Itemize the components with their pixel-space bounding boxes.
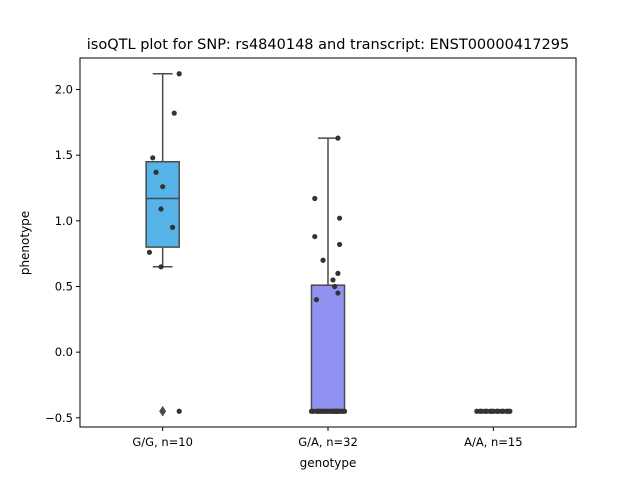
x-tick-label: G/G, n=10 bbox=[132, 435, 193, 449]
data-point bbox=[176, 71, 182, 77]
x-tick-label: A/A, n=15 bbox=[464, 435, 522, 449]
y-tick-label: 0.5 bbox=[55, 279, 73, 293]
y-axis-label: phenotype bbox=[18, 211, 32, 275]
y-tick-label: 0.0 bbox=[55, 345, 73, 359]
y-tick-label: 1.0 bbox=[55, 214, 73, 228]
data-point bbox=[336, 241, 343, 248]
data-point bbox=[176, 408, 182, 414]
data-point bbox=[341, 408, 348, 414]
data-point bbox=[146, 249, 153, 255]
data-point bbox=[158, 206, 164, 212]
data-point bbox=[320, 257, 326, 263]
data-point bbox=[153, 169, 159, 175]
strip-points bbox=[146, 71, 513, 414]
data-point bbox=[334, 408, 340, 414]
y-tick-label: 2.0 bbox=[55, 83, 73, 97]
data-point bbox=[315, 408, 321, 414]
data-point bbox=[320, 408, 326, 414]
data-point bbox=[171, 110, 177, 116]
outlier-marker bbox=[159, 405, 167, 417]
x-axis-label: genotype bbox=[300, 456, 357, 470]
data-point bbox=[336, 215, 343, 221]
box-body bbox=[310, 284, 346, 412]
chart-title: isoQTL plot for SNP: rs4840148 and trans… bbox=[87, 37, 569, 53]
box-body bbox=[145, 160, 180, 248]
data-point bbox=[335, 290, 341, 296]
data-point bbox=[150, 155, 156, 161]
data-point bbox=[335, 270, 341, 276]
data-point bbox=[507, 408, 513, 414]
data-point bbox=[335, 135, 341, 141]
data-point bbox=[313, 297, 320, 303]
y-tick-label: −0.5 bbox=[45, 411, 73, 425]
data-point bbox=[330, 277, 336, 283]
data-point bbox=[332, 283, 338, 290]
data-point bbox=[160, 184, 166, 190]
box-group-0 bbox=[145, 73, 180, 417]
x-tick-label: G/A, n=32 bbox=[298, 435, 358, 449]
data-point bbox=[312, 233, 318, 240]
plot-area: −0.5 0.0 0.5 1.0 1.5 2.0 G/G, n=10 G/A, n=32 A/A… bbox=[45, 57, 577, 449]
data-point bbox=[158, 264, 164, 270]
data-point bbox=[169, 224, 176, 230]
data-point bbox=[312, 195, 318, 202]
y-tick-label: 1.5 bbox=[55, 148, 73, 162]
